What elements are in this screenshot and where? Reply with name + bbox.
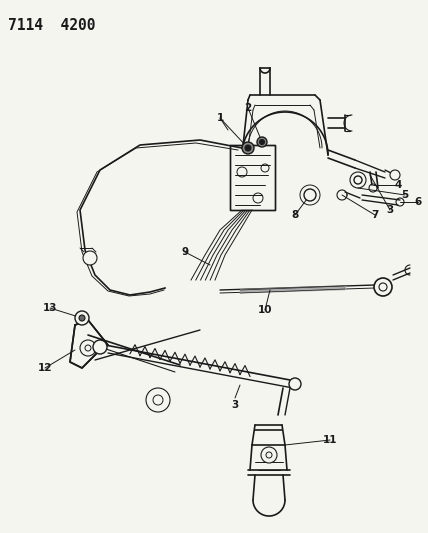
Circle shape — [374, 278, 392, 296]
Text: 1: 1 — [217, 113, 223, 123]
Text: 3: 3 — [386, 205, 394, 215]
Text: 11: 11 — [323, 435, 337, 445]
Circle shape — [245, 145, 251, 151]
Text: 2: 2 — [244, 103, 252, 113]
Circle shape — [242, 142, 254, 154]
Text: 4: 4 — [394, 180, 402, 190]
Circle shape — [259, 140, 265, 144]
Text: 3: 3 — [232, 400, 239, 410]
Circle shape — [93, 340, 107, 354]
Text: 9: 9 — [181, 247, 189, 257]
Circle shape — [304, 189, 316, 201]
Circle shape — [289, 378, 301, 390]
Polygon shape — [230, 145, 275, 210]
Text: 7: 7 — [372, 210, 379, 220]
Circle shape — [79, 315, 85, 321]
Text: 6: 6 — [414, 197, 422, 207]
Text: 5: 5 — [401, 190, 409, 200]
Circle shape — [80, 340, 96, 356]
Circle shape — [261, 447, 277, 463]
Text: 13: 13 — [43, 303, 57, 313]
Text: 7114  4200: 7114 4200 — [8, 18, 95, 33]
Text: 8: 8 — [291, 210, 299, 220]
Text: 10: 10 — [258, 305, 272, 315]
Circle shape — [146, 388, 170, 412]
Circle shape — [257, 137, 267, 147]
Circle shape — [83, 251, 97, 265]
Circle shape — [390, 170, 400, 180]
Polygon shape — [70, 320, 108, 368]
Text: 12: 12 — [38, 363, 52, 373]
Circle shape — [75, 311, 89, 325]
Circle shape — [354, 176, 362, 184]
